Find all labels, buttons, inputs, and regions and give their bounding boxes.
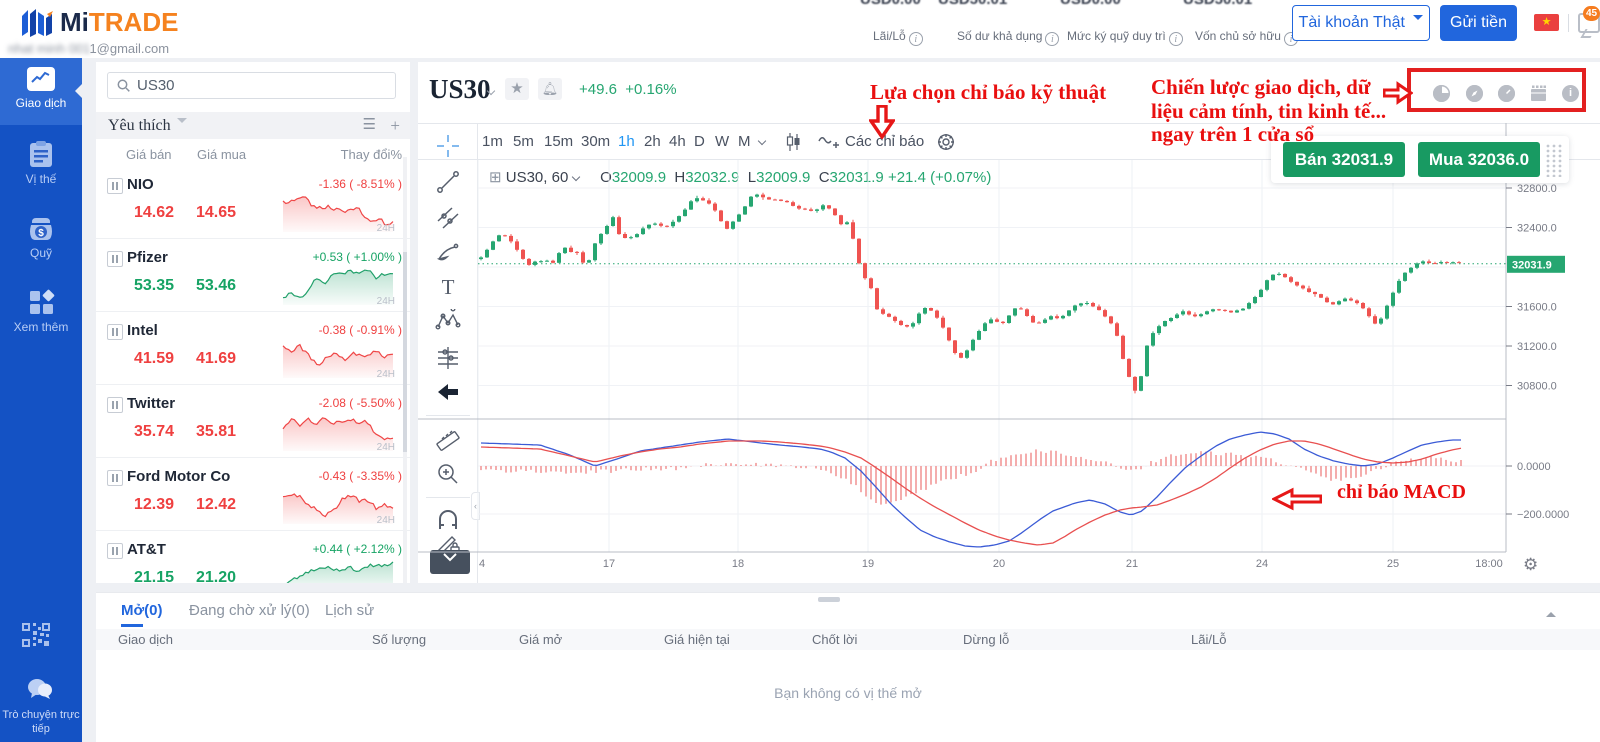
svg-text:18: 18 <box>732 558 744 570</box>
svg-text:31200.0: 31200.0 <box>1517 341 1557 353</box>
svg-text:19: 19 <box>862 558 874 570</box>
svg-text:25: 25 <box>1387 558 1399 570</box>
svg-text:21: 21 <box>1126 558 1138 570</box>
svg-text:32400.0: 32400.0 <box>1517 223 1557 235</box>
svg-text:17: 17 <box>603 558 615 570</box>
svg-text:24: 24 <box>1256 558 1268 570</box>
svg-text:0.0000: 0.0000 <box>1517 461 1551 473</box>
svg-text:4: 4 <box>479 558 485 570</box>
svg-text:32800.0: 32800.0 <box>1517 183 1557 195</box>
svg-text:$: $ <box>38 228 44 239</box>
svg-text:18:00: 18:00 <box>1475 558 1503 570</box>
svg-text:−200.0000: −200.0000 <box>1517 509 1569 521</box>
svg-text:20: 20 <box>993 558 1005 570</box>
svg-text:30800.0: 30800.0 <box>1517 381 1557 393</box>
svg-text:31600.0: 31600.0 <box>1517 302 1557 314</box>
svg-text:32031.9: 32031.9 <box>1512 259 1552 271</box>
